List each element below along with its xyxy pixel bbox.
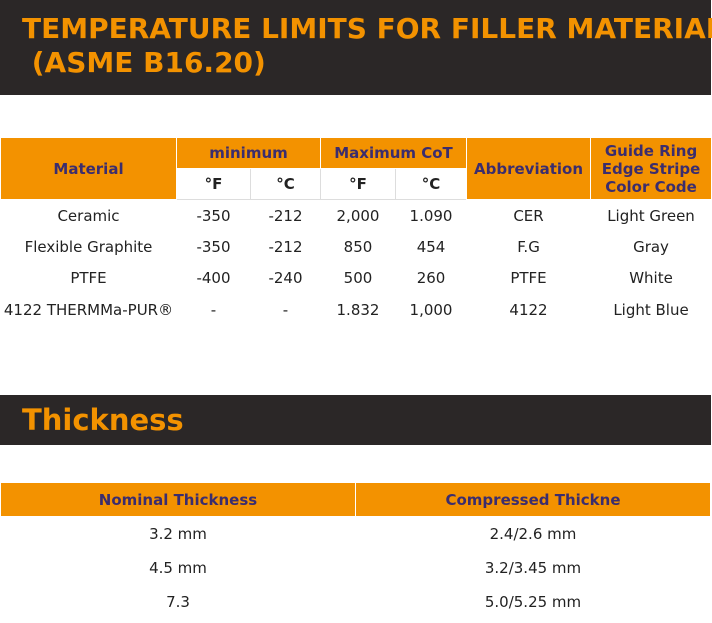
title-line: (ASME B16.20): [22, 46, 266, 79]
table-cell: -: [282, 300, 289, 319]
table-cell: PTFE: [70, 269, 107, 288]
table-cell: 1,000: [409, 300, 453, 319]
header-cell: Maximum CoT: [319, 137, 468, 169]
table-row: PTFE -400 -240 500 260 PTFE White: [1, 263, 712, 295]
table-body: Ceramic -350 -212 2,000 1.090 CER Light Green F…: [1, 200, 712, 326]
title-bar: TEMPERATURE LIMITS FOR FILLER MATERIAL (…: [0, 0, 712, 95]
table-cell: Gray: [633, 237, 669, 256]
unit-cell: °F: [176, 168, 251, 200]
header-cell: minimum: [176, 137, 321, 169]
header-cell: Nominal Thickness: [0, 482, 356, 517]
table-cell: Light Blue: [613, 300, 689, 319]
table-cell: -400: [196, 269, 231, 288]
table-cell: White: [629, 269, 673, 288]
header-cell: Material: [0, 137, 177, 200]
unit-cell: °C: [394, 168, 468, 200]
table-cell: 850: [343, 237, 373, 256]
table-cell: 4.5 mm: [149, 558, 207, 577]
table-cell: 454: [416, 237, 446, 256]
section-title: Thickness: [22, 403, 184, 437]
table-cell: -212: [268, 237, 303, 256]
table-cell: 3.2/3.45 mm: [484, 558, 582, 577]
table-cell: 4122: [509, 300, 548, 319]
header-cell: Guide Ring Edge Stripe Color Code: [590, 137, 712, 200]
table-cell: -350: [196, 206, 231, 225]
section-bar: Thickness: [0, 395, 711, 445]
table-cell: 1.832: [336, 300, 380, 319]
thickness-table: Nominal Thickness Compressed Thickne 3.2…: [0, 482, 711, 619]
table-cell: Light Green: [607, 206, 695, 225]
table-cell: -: [210, 300, 217, 319]
temperature-table: Material minimum Maximum CoT Abbreviatio…: [0, 137, 712, 326]
header-line: Guide Ring: [604, 141, 698, 160]
table-row: Ceramic -350 -212 2,000 1.090 CER Light Green: [1, 200, 712, 232]
table-cell: 5.0/5.25 mm: [484, 592, 582, 611]
table-cell: 500: [343, 269, 373, 288]
unit-cell: °C: [250, 168, 321, 200]
table-cell: 4122 THERMMa-PUR®: [3, 300, 174, 319]
table-cell: F.G: [517, 237, 540, 256]
table-cell: 1.090: [409, 206, 453, 225]
table-cell: 7.3: [166, 592, 190, 611]
header-line: Color Code: [605, 177, 697, 196]
header-cell: Abbreviation: [466, 137, 592, 200]
table-row: 4122 THERMMa-PUR® - - 1.832 1,000 4122 Light B…: [1, 294, 712, 326]
table-cell: 3.2 mm: [149, 524, 207, 543]
table-cell: CER: [513, 206, 544, 225]
table-row: 7.3 5.0/5.25 mm: [1, 585, 711, 619]
table-cell: 260: [416, 269, 446, 288]
table-body: 3.2 mm 2.4/2.6 mm 4.5 mm 3.2/3.45 mm 7.3 5.0/…: [1, 517, 711, 619]
table-cell: Flexible Graphite: [24, 237, 153, 256]
table-cell: -350: [196, 237, 231, 256]
title-line: TEMPERATURE LIMITS FOR FILLER MATERIAL: [22, 12, 712, 45]
table-cell: -240: [268, 269, 303, 288]
table-row: 4.5 mm 3.2/3.45 mm: [1, 551, 711, 585]
table-row: 3.2 mm 2.4/2.6 mm: [1, 517, 711, 551]
table-cell: 2,000: [336, 206, 380, 225]
table-cell: -212: [268, 206, 303, 225]
header-cell: Compressed Thickne: [355, 482, 711, 517]
table-row: Flexible Graphite -350 -212 850 454 F.G Gray: [1, 231, 712, 263]
table-cell: Ceramic: [57, 206, 120, 225]
unit-cell: °F: [320, 168, 396, 200]
table-cell: 2.4/2.6 mm: [489, 524, 577, 543]
header-line: Edge Stripe: [601, 159, 701, 178]
table-cell: PTFE: [510, 269, 547, 288]
